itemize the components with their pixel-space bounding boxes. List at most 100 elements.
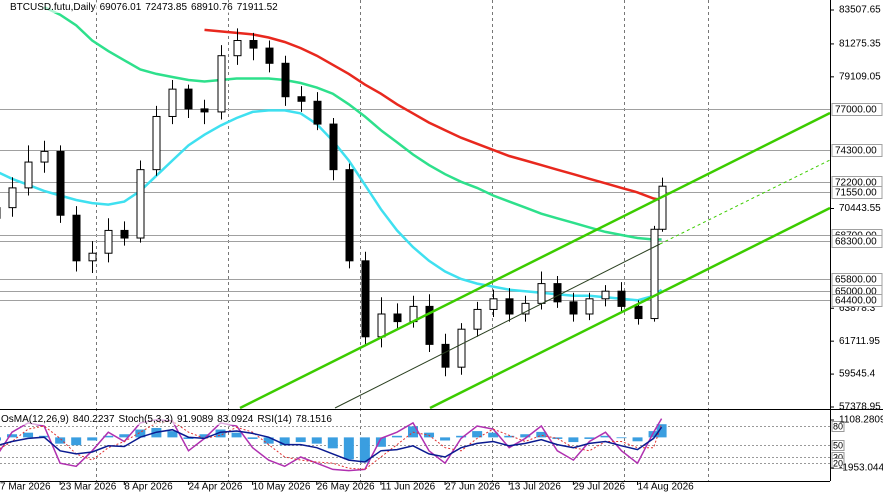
level-label: 77000.00 <box>835 105 877 116</box>
candle-body <box>658 185 667 230</box>
symbol-title: BTCUSD.futu,Daily <box>10 2 96 13</box>
osma-bar <box>7 434 18 438</box>
channel-mid-ext <box>659 159 831 245</box>
candle-body <box>56 150 65 216</box>
candle-body <box>441 343 450 368</box>
y-tick-label: 83507.65 <box>839 5 881 16</box>
osma-bar <box>343 437 354 460</box>
x-tick-label: 26 May 2026 <box>317 482 375 492</box>
osma-bar <box>279 437 290 446</box>
channel-mid <box>334 243 661 409</box>
osma-bar <box>440 437 451 441</box>
candle-body <box>345 169 354 262</box>
ohlc-value: 68910.76 <box>191 2 233 13</box>
osma-bar <box>456 435 467 438</box>
osma-bar <box>311 437 322 444</box>
candle-body <box>297 96 306 102</box>
y-tick-label: -1953.0449 <box>839 463 883 474</box>
candle-body <box>617 290 626 307</box>
candle-body <box>88 252 97 262</box>
osma-bar <box>71 437 82 446</box>
level-label: 71550.00 <box>835 188 877 199</box>
candle-body <box>505 298 514 315</box>
legend-name: Stoch(5,3,3) <box>118 414 174 425</box>
candle-body <box>217 55 226 113</box>
candle-body <box>40 150 49 163</box>
legend-value: 83.0924 <box>217 414 254 425</box>
osma-bar <box>504 435 515 438</box>
x-tick-label: 13 Jul 2026 <box>509 482 561 492</box>
candle-body <box>569 301 578 315</box>
level-box <box>831 144 883 157</box>
level-label: 65000.00 <box>835 287 877 298</box>
x-tick-label: 14 Aug 2026 <box>638 482 695 492</box>
ohlc-value: 72473.85 <box>145 2 188 13</box>
osma-bar <box>568 437 579 443</box>
osma-bar <box>656 424 667 438</box>
osma-bar <box>103 435 114 438</box>
chart-header: BTCUSD.futu,Daily 69076.01 72473.85 68910.7… <box>10 2 282 13</box>
candle-body <box>184 88 193 110</box>
osma-bar <box>183 437 194 439</box>
candle-body <box>425 305 434 345</box>
osma-bar <box>359 437 370 463</box>
legend-name: RSI(14) <box>257 414 292 425</box>
candle-body <box>473 308 482 330</box>
moving-average <box>204 28 662 202</box>
level-label: 74300.00 <box>835 146 877 157</box>
osma-bar <box>0 437 1 441</box>
candle-body <box>489 298 498 310</box>
axes: 83507.6581275.3579109.0570443.5563878.36… <box>0 5 881 492</box>
level-box <box>831 458 845 469</box>
candle-body <box>200 108 209 113</box>
osma-bar <box>584 437 595 439</box>
level-box <box>831 421 845 432</box>
candle-body <box>313 100 322 125</box>
legend-value: 91.9089 <box>177 414 214 425</box>
osma-bar <box>616 437 627 439</box>
candle-body <box>136 169 145 239</box>
osma-bar <box>247 437 258 439</box>
level-box <box>831 186 883 199</box>
moving-average <box>43 5 662 241</box>
level-box <box>831 440 845 451</box>
oscillator-legend: OsMA(12,26,9) 840.2237 Stoch(5,3,3) 91.9089… <box>1 414 336 425</box>
level-labels: 77000.0074300.0072200.0071550.0068700.00… <box>831 103 883 307</box>
osma-bar <box>472 431 483 438</box>
candle-body <box>393 313 402 323</box>
y-tick-label: 57378.95 <box>839 402 881 413</box>
candle-body <box>281 62 290 98</box>
y-tick-label: 63878.3 <box>839 303 876 314</box>
osma-bar <box>215 429 226 438</box>
candle-body <box>361 260 370 338</box>
candle-body <box>457 328 466 368</box>
level-label: 64400.00 <box>835 296 877 307</box>
candle-body <box>104 229 113 254</box>
level-box <box>831 235 883 248</box>
level-label: 65800.00 <box>835 275 877 286</box>
level-label: 68300.00 <box>835 237 877 248</box>
candle-body <box>329 123 338 171</box>
y2-tick-label: 80 <box>833 421 843 431</box>
channel-upper <box>239 111 831 410</box>
osma-bar <box>199 434 210 438</box>
candle-body <box>585 298 594 315</box>
osma-bar <box>87 437 98 441</box>
candle-body <box>24 161 33 189</box>
y2-tick-label: 20 <box>833 458 843 468</box>
x-tick-label: 27 Jun 2026 <box>445 482 500 492</box>
osma-bar <box>488 432 499 438</box>
candle-body <box>152 115 161 171</box>
osma-bar <box>231 432 242 438</box>
level-box <box>831 294 883 307</box>
osma-bar <box>167 431 178 438</box>
x-tick-label: 10 May 2026 <box>253 482 311 492</box>
oscillator-line <box>0 418 663 472</box>
candle-body <box>8 187 17 209</box>
osma-bar <box>600 435 611 438</box>
level-label: 72200.00 <box>835 178 877 189</box>
x-tick-label: 29 Jul 2026 <box>573 482 625 492</box>
candle-body <box>537 283 546 304</box>
